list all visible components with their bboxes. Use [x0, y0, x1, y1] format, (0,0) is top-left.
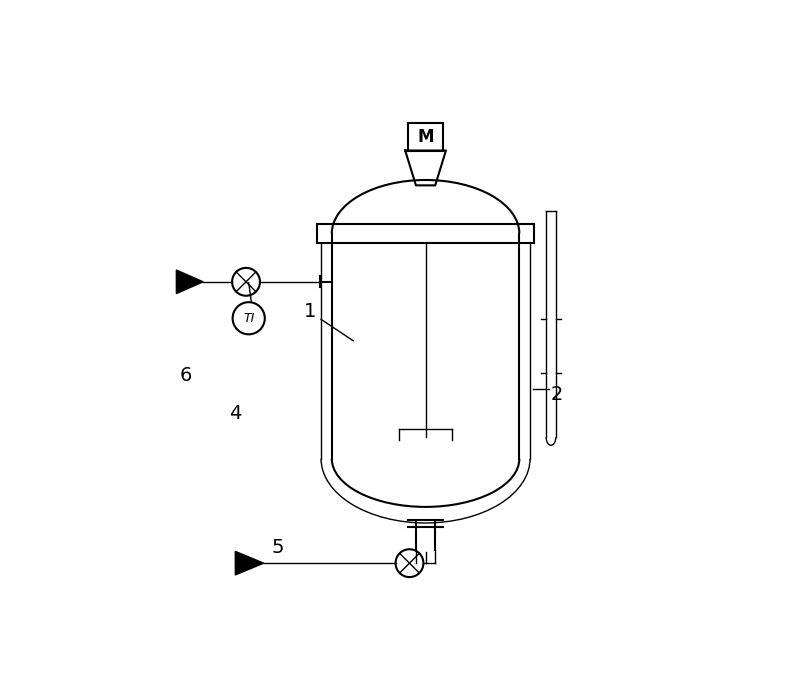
Bar — [408, 122, 443, 150]
Text: M: M — [417, 127, 434, 145]
Polygon shape — [177, 270, 203, 294]
Text: 1: 1 — [304, 302, 316, 321]
Text: 6: 6 — [179, 366, 192, 385]
Text: TI: TI — [243, 312, 254, 325]
Text: 2: 2 — [551, 385, 563, 404]
Text: 4: 4 — [229, 404, 241, 422]
Polygon shape — [236, 551, 264, 575]
Text: 5: 5 — [272, 537, 284, 557]
